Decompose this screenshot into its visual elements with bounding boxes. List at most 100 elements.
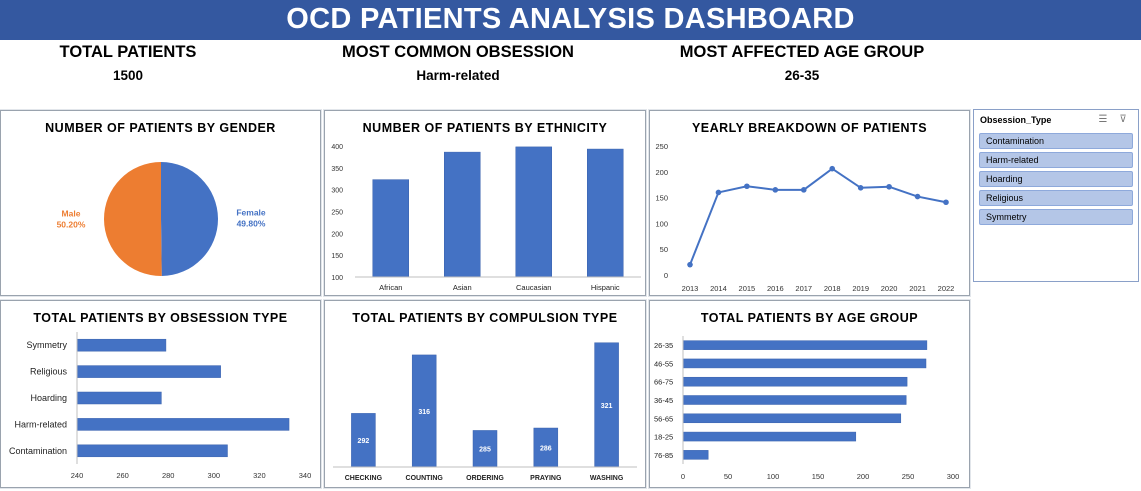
x-tick-label-caucasian: Caucasian bbox=[516, 283, 551, 292]
pie-value-female: 49.80% bbox=[237, 218, 266, 228]
yearly-line-chart: 0 50 100 150 200 250 2013 2014 2015 2016 2017 2018 2… bbox=[655, 142, 954, 293]
dashboard-title: OCD PATIENTS ANALYSIS DASHBOARD bbox=[286, 3, 855, 35]
kpi-affected-age-label: MOST AFFECTED AGE GROUP bbox=[679, 43, 925, 61]
series-line bbox=[689, 167, 947, 266]
y-tick-label-76-85: 76-85 bbox=[654, 451, 673, 460]
kpi-common-obsession-value: Harm-related bbox=[416, 68, 500, 83]
y-tick-label-contamination: Contamination bbox=[9, 446, 67, 456]
x-tick-label-counting: COUNTING bbox=[406, 475, 444, 482]
bar-counting bbox=[411, 354, 437, 468]
x-tick-label-washing: WASHING bbox=[590, 475, 624, 482]
data-label-checking: 292 bbox=[358, 438, 370, 445]
x-tick-label: 300 bbox=[947, 472, 960, 481]
obsession-chart-title: TOTAL PATIENTS BY OBSESSION TYPE bbox=[33, 311, 288, 325]
slicer-item-hoarding[interactable]: Hoarding bbox=[979, 171, 1133, 187]
y-tick-label-symmetry: Symmetry bbox=[27, 340, 68, 350]
y-tick-label-18-25: 18-25 bbox=[654, 433, 673, 442]
y-tick-label: 350 bbox=[331, 166, 343, 173]
y-tick-label: 150 bbox=[331, 253, 343, 260]
point-2022 bbox=[943, 199, 949, 206]
kpi-total-patients-label: TOTAL PATIENTS bbox=[59, 43, 197, 61]
yearly-chart-title: YEARLY BREAKDOWN OF PATIENTS bbox=[691, 121, 928, 135]
slicer-item-harm-related[interactable]: Harm-related bbox=[979, 152, 1133, 168]
point-2018 bbox=[829, 165, 836, 172]
compulsion-chart-title: TOTAL PATIENTS BY COMPULSION TYPE bbox=[352, 311, 618, 325]
x-tick-label: 50 bbox=[724, 472, 732, 481]
age-chart-title: TOTAL PATIENTS BY AGE GROUP bbox=[700, 311, 919, 325]
x-tick-label: 150 bbox=[812, 472, 825, 481]
x-tick-label-hispanic: Hispanic bbox=[591, 283, 620, 292]
pie-value-male: 50.20% bbox=[57, 220, 86, 230]
slicer-item-symmetry[interactable]: Symmetry bbox=[979, 209, 1133, 225]
y-tick-label: 250 bbox=[331, 210, 343, 217]
y-tick-label-harm-related: Harm-related bbox=[14, 419, 67, 429]
bar-ordering bbox=[472, 430, 498, 468]
dashboard-banner: OCD PATIENTS ANALYSIS DASHBOARD bbox=[0, 0, 1141, 40]
x-tick-label: 240 bbox=[71, 471, 84, 480]
point-2016 bbox=[772, 187, 779, 193]
point-2021 bbox=[914, 193, 921, 200]
slicer-item-religious[interactable]: Religious bbox=[979, 190, 1133, 206]
point-2017 bbox=[800, 187, 807, 193]
x-tick-label-2020: 2020 bbox=[881, 284, 898, 293]
y-tick-label-36-45: 36-45 bbox=[654, 396, 673, 405]
y-tick-label: 0 bbox=[664, 271, 668, 280]
x-tick-label: 250 bbox=[902, 472, 915, 481]
bar-asian bbox=[444, 151, 481, 278]
data-label-washing: 321 bbox=[601, 403, 613, 410]
bar-hoarding bbox=[76, 391, 162, 405]
ethnicity-chart-panel: NUMBER OF PATIENTS BY ETHNICITY 100 150 20… bbox=[324, 110, 646, 296]
y-tick-label-26-35: 26-35 bbox=[654, 341, 673, 350]
bar-hispanic bbox=[587, 148, 624, 278]
bar-harm-related bbox=[76, 418, 290, 431]
y-tick-label: 200 bbox=[655, 168, 668, 177]
x-tick-label: 260 bbox=[116, 471, 129, 480]
y-tick-label: 200 bbox=[331, 231, 343, 238]
x-tick-label: 300 bbox=[208, 471, 221, 480]
slicer-header: Obsession_Type bbox=[980, 115, 1052, 125]
bar-african bbox=[372, 179, 409, 278]
bar-46-55 bbox=[682, 358, 927, 369]
x-tick-label-2017: 2017 bbox=[795, 284, 812, 293]
point-2014 bbox=[715, 189, 722, 196]
x-tick-label: 100 bbox=[767, 472, 780, 481]
obsession-type-slicer: Obsession_Type ☰ ⊽ Contamination Harm-re… bbox=[973, 109, 1139, 282]
y-tick-label-56-65: 56-65 bbox=[654, 414, 673, 423]
gender-chart-title: NUMBER OF PATIENTS BY GENDER bbox=[45, 121, 276, 135]
bar-religious bbox=[76, 365, 221, 378]
clear-filter-icon[interactable]: ⊽ bbox=[1119, 114, 1127, 125]
kpi-affected-age-value: 26-35 bbox=[784, 68, 820, 83]
y-tick-label: 100 bbox=[331, 275, 343, 282]
pie-slice-female bbox=[161, 162, 219, 276]
data-label-ordering: 285 bbox=[479, 447, 491, 454]
ethnicity-chart-title: NUMBER OF PATIENTS BY ETHNICITY bbox=[362, 121, 608, 135]
y-tick-label-66-75: 66-75 bbox=[654, 378, 673, 387]
y-tick-label-46-55: 46-55 bbox=[654, 359, 673, 368]
yearly-chart-panel: YEARLY BREAKDOWN OF PATIENTS 0 50 100 150 20… bbox=[649, 110, 970, 296]
x-tick-label-2021: 2021 bbox=[909, 284, 926, 293]
x-tick-label-ordering: ORDERING bbox=[466, 475, 504, 482]
kpi-common-obsession-label: MOST COMMON OBSESSION bbox=[342, 43, 574, 61]
bar-76-85 bbox=[682, 450, 709, 460]
obsession-bar-chart: 240 260 280 300 320 340 Symmetry Religious Hoard… bbox=[9, 332, 311, 480]
multi-select-icon[interactable]: ☰ bbox=[1098, 114, 1108, 125]
y-tick-label: 50 bbox=[660, 245, 668, 254]
x-tick-label-praying: PRAYING bbox=[530, 475, 562, 482]
y-tick-label: 400 bbox=[331, 144, 343, 151]
bar-checking bbox=[351, 413, 376, 468]
obsession-chart-panel: TOTAL PATIENTS BY OBSESSION TYPE 240 260 2… bbox=[0, 300, 321, 488]
x-tick-label: 280 bbox=[162, 471, 175, 480]
age-bar-chart: 0 50 100 150 200 250 300 26-35 46-55 66-75 36-45 56… bbox=[654, 336, 960, 481]
data-label-praying: 286 bbox=[540, 446, 552, 453]
y-tick-label-religious: Religious bbox=[30, 367, 68, 377]
bar-symmetry bbox=[76, 338, 167, 352]
x-tick-label-2015: 2015 bbox=[739, 284, 756, 293]
bar-56-65 bbox=[682, 413, 902, 424]
point-2020 bbox=[886, 183, 892, 190]
y-tick-label: 250 bbox=[655, 142, 668, 151]
bar-66-75 bbox=[682, 376, 908, 387]
bar-praying bbox=[533, 427, 559, 468]
x-tick-label-2016: 2016 bbox=[767, 284, 784, 293]
slicer-item-contamination[interactable]: Contamination bbox=[979, 133, 1133, 149]
compulsion-bar-chart: CHECKING 292 COUNTING 316 ORDERING 285 PRAYING… bbox=[333, 342, 637, 482]
